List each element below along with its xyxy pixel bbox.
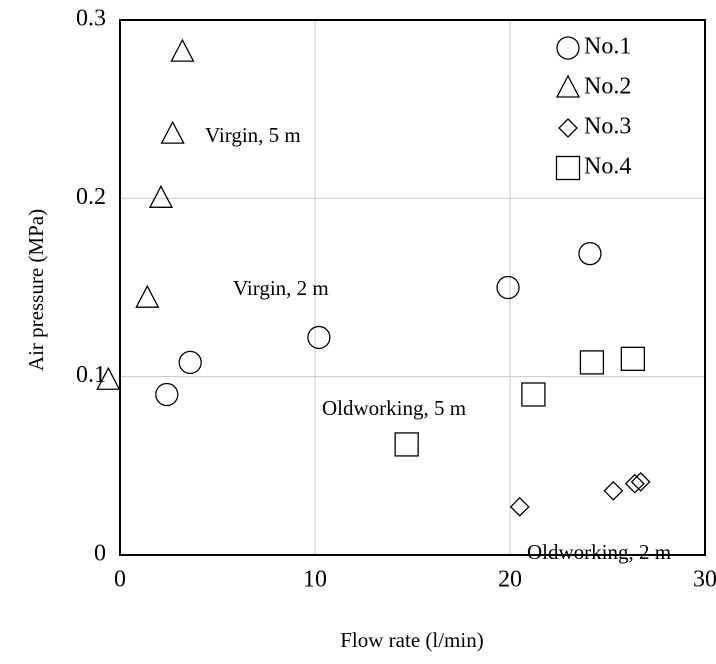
legend-label: No.2 bbox=[584, 74, 631, 100]
y-tick-label: 0 bbox=[94, 541, 106, 567]
x-tick-label: 20 bbox=[498, 567, 522, 593]
point bbox=[394, 432, 419, 457]
point bbox=[620, 346, 645, 371]
y-axis-title: Air pressure (MPa) bbox=[24, 209, 48, 371]
legend-marker bbox=[555, 74, 581, 98]
point bbox=[496, 275, 520, 300]
annotation: Oldworking, 5 m bbox=[322, 396, 466, 420]
point bbox=[155, 382, 179, 407]
annotation: Oldworking, 2 m bbox=[527, 540, 671, 564]
annotation: Virgin, 2 m bbox=[233, 276, 329, 300]
point bbox=[578, 241, 602, 266]
point bbox=[509, 496, 530, 517]
x-axis-title: Flow rate (l/min) bbox=[340, 628, 483, 652]
y-tick-label: 0.3 bbox=[76, 6, 106, 32]
point bbox=[307, 325, 331, 350]
legend-marker bbox=[555, 155, 581, 181]
x-tick-label: 0 bbox=[114, 567, 126, 593]
x-tick-label: 30 bbox=[693, 567, 716, 593]
plot-frame bbox=[119, 19, 706, 556]
point bbox=[178, 350, 202, 375]
legend-label: No.4 bbox=[584, 154, 631, 180]
legend-label: No.1 bbox=[584, 34, 631, 60]
point bbox=[579, 350, 605, 375]
point bbox=[96, 366, 121, 390]
annotation: Virgin, 5 m bbox=[205, 123, 301, 147]
y-tick-label: 0.2 bbox=[76, 184, 106, 210]
legend-label: No.3 bbox=[584, 114, 631, 140]
x-tick-label: 10 bbox=[303, 567, 327, 593]
point bbox=[630, 471, 651, 492]
point bbox=[148, 184, 174, 208]
legend-marker bbox=[558, 118, 578, 138]
y-tick-label: 0.1 bbox=[76, 362, 106, 388]
point bbox=[603, 480, 624, 501]
point bbox=[160, 120, 185, 144]
point bbox=[135, 284, 160, 308]
legend-marker bbox=[556, 36, 580, 60]
point bbox=[170, 38, 195, 62]
point bbox=[521, 382, 546, 407]
point bbox=[624, 473, 645, 494]
